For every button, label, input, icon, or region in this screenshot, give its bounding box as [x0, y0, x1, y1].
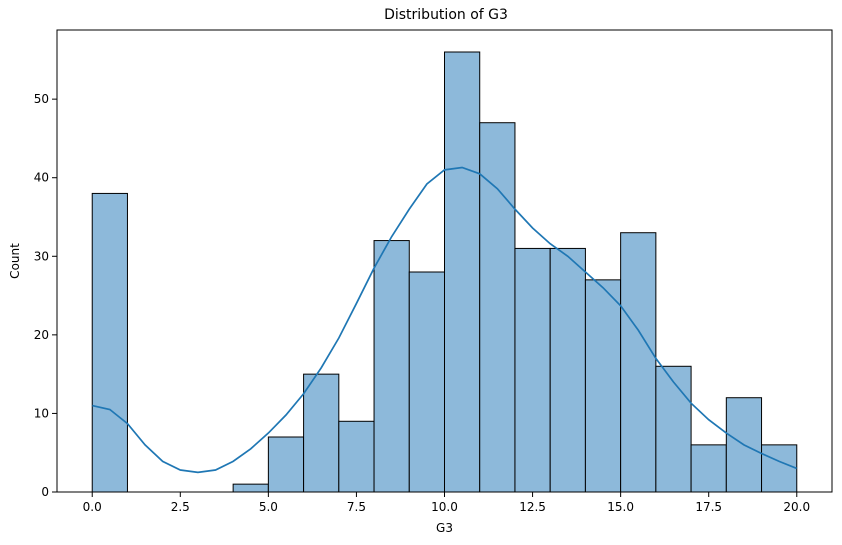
x-tick-label: 20.0 [783, 500, 810, 514]
x-tick-label: 12.5 [519, 500, 546, 514]
x-tick-label: 15.0 [607, 500, 634, 514]
histogram-bar [655, 365, 692, 493]
histogram-bar [232, 483, 269, 493]
histogram-bar [584, 279, 622, 493]
x-tick-label: 2.5 [171, 500, 190, 514]
kde-line [92, 166, 798, 474]
histogram-bar [479, 122, 516, 493]
y-tick-label: 10 [34, 406, 49, 420]
y-tick-label: 50 [34, 92, 49, 106]
x-tick-label: 17.5 [695, 500, 722, 514]
histogram-bar [408, 271, 446, 493]
chart-title: Distribution of G3 [384, 7, 508, 23]
y-axis: 0 10 20 30 40 50 [34, 92, 57, 499]
histogram-bar [373, 240, 410, 493]
x-axis-title: G3 [436, 521, 453, 535]
x-tick-label: 5.0 [259, 500, 278, 514]
histogram-bar [267, 436, 305, 493]
x-axis: 0.0 2.5 5.0 7.5 10.0 12.5 15.0 17.5 20.0 [83, 492, 810, 514]
x-tick-label: 7.5 [347, 500, 366, 514]
histogram-bar [549, 247, 586, 493]
x-tick-label: 10.0 [431, 500, 458, 514]
histogram-bar [91, 192, 128, 493]
y-tick-label: 40 [34, 171, 49, 185]
y-tick-label: 0 [41, 485, 49, 499]
histogram-bar [444, 51, 481, 493]
bars-group [91, 51, 798, 493]
histogram-bar [690, 444, 727, 493]
histogram-bar [761, 444, 798, 493]
histogram-bar [620, 232, 657, 493]
x-tick-label: 0.0 [83, 500, 102, 514]
y-axis-title: Count [8, 243, 22, 279]
histogram-bar [338, 420, 375, 493]
y-tick-label: 20 [34, 328, 49, 342]
y-tick-label: 30 [34, 249, 49, 263]
histogram-bar [303, 373, 340, 493]
histogram-bar [514, 247, 551, 493]
